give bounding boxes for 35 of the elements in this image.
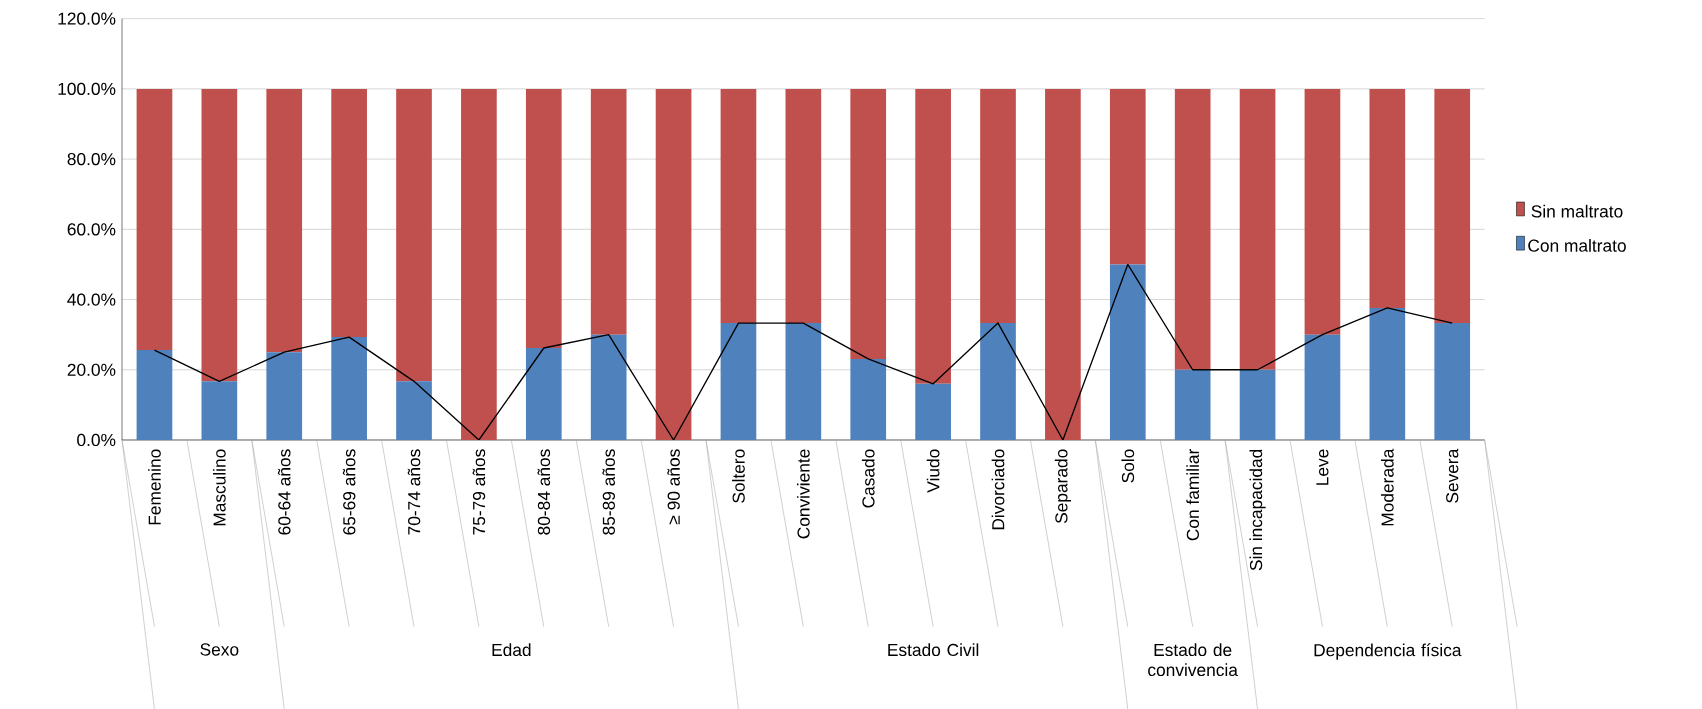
text: Estado Civil: [888, 643, 979, 657]
x-tick-label: Soltero: [732, 449, 745, 503]
x-tick-label: Viudo: [926, 449, 940, 493]
x-tick-label: Divorciado: [991, 449, 1005, 530]
y-tick-label: 40.0%: [67, 293, 116, 306]
text: Dependencia física: [1314, 643, 1462, 660]
x-tick-label: Masculino: [212, 449, 226, 526]
x-tick-label: Solo: [1121, 449, 1135, 483]
y-tick-label: 80.0%: [67, 152, 116, 166]
x-tick-label: ≥ 90 años: [667, 449, 680, 525]
text: Sexo: [200, 643, 239, 656]
y-tick-label: 20.0%: [67, 363, 116, 376]
x-tick-label: Conviviente: [796, 449, 810, 539]
x-tick-label: Sin incapacidad: [1249, 449, 1266, 571]
x-tick-label: 65-69 años: [342, 449, 356, 535]
y-tick-label: 120.0%: [58, 12, 116, 25]
x-tick-label: Casado: [861, 449, 875, 508]
x-tick-label: 70-74 años: [407, 449, 421, 535]
y-tick-label: 60.0%: [67, 223, 116, 236]
y-tick-label: 0.0%: [77, 433, 116, 447]
legend-label: Con maltrato: [1528, 239, 1626, 252]
text: Estado de convivencia: [1148, 643, 1238, 677]
text: Edad: [492, 643, 531, 657]
x-tick-label: Separado: [1054, 449, 1071, 524]
x-tick-label: 80-84 años: [537, 449, 551, 535]
y-tick-label: 100.0%: [58, 82, 116, 96]
x-tick-label: Leve: [1316, 449, 1329, 485]
x-tick-label: 60-64 años: [277, 449, 291, 535]
x-tick-label: Moderada: [1380, 448, 1394, 526]
legend-label: Sin maltrato: [1531, 204, 1623, 218]
x-tick-label: Femenino: [148, 449, 161, 525]
x-tick-label: 75-79 años: [472, 449, 486, 535]
x-tick-label: Severa: [1446, 448, 1459, 503]
x-tick-label: 85-89 años: [602, 449, 615, 535]
x-tick-label: Con familiar: [1186, 449, 1200, 541]
